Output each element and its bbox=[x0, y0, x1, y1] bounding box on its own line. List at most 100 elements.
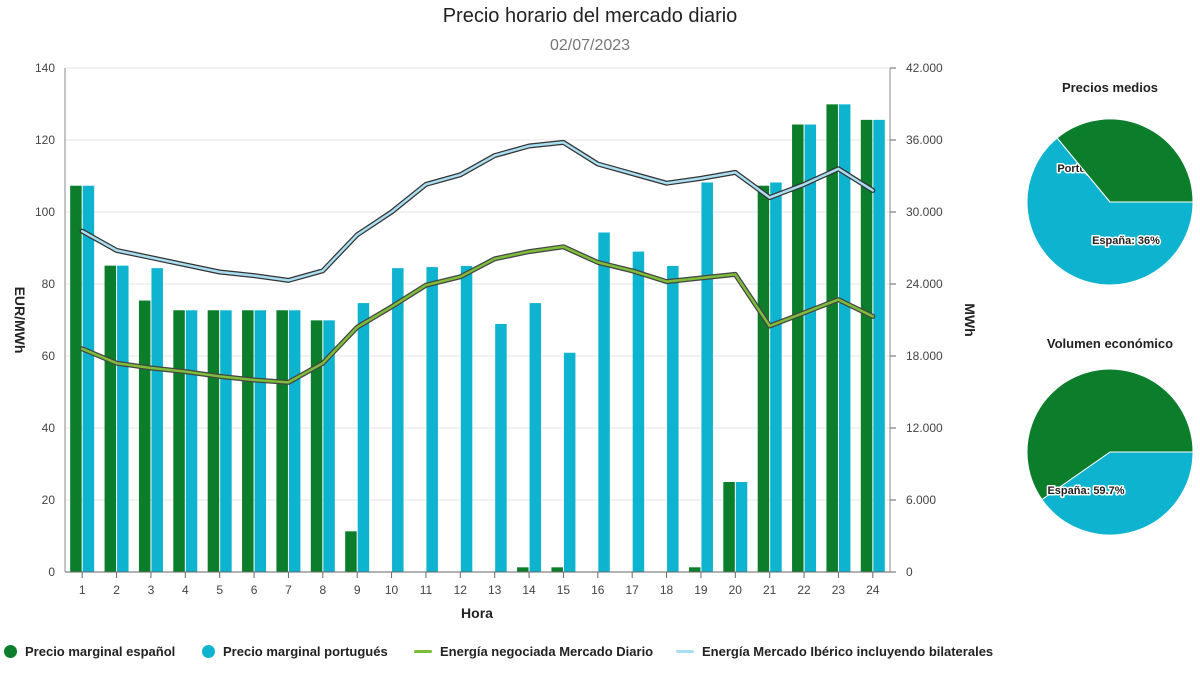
x-tick-label: 18 bbox=[660, 583, 674, 597]
x-axis-label: Hora bbox=[461, 605, 493, 621]
bar-precio-espanol bbox=[310, 320, 323, 572]
line-energia-mercado-diario bbox=[80, 245, 875, 384]
legend-item-energy-mi[interactable]: Energía Mercado Ibérico incluyendo bilat… bbox=[676, 644, 993, 659]
legend-marker-energy-mi bbox=[676, 650, 694, 653]
line-energia-mercado-iberico bbox=[80, 141, 875, 282]
bar-precio-espanol bbox=[757, 185, 770, 572]
x-tick-label: 12 bbox=[454, 583, 468, 597]
y-right-axis-label: MWh bbox=[962, 303, 978, 336]
bar-precio-portugues bbox=[426, 267, 438, 572]
x-tick-label: 8 bbox=[319, 583, 326, 597]
x-tick-label: 6 bbox=[251, 583, 258, 597]
y-left-tick-label: 20 bbox=[42, 493, 56, 507]
y-right-tick-label: 42.000 bbox=[906, 61, 943, 75]
chart-date: 02/07/2023 bbox=[550, 37, 630, 54]
pie-volumen-economico: Volumen económico Portugal: 40.3%España:… bbox=[1026, 336, 1194, 536]
legend-label-energy-md: Energía negociada Mercado Diario bbox=[440, 644, 654, 659]
legend-label-energy-mi: Energía Mercado Ibérico incluyendo bilat… bbox=[702, 644, 994, 659]
bar-precio-portugues bbox=[117, 265, 129, 572]
x-tick-label: 17 bbox=[626, 583, 640, 597]
x-tick-label: 19 bbox=[694, 583, 708, 597]
y-left-tick-label: 80 bbox=[42, 277, 56, 291]
y-right-tick-label: 24.000 bbox=[906, 277, 943, 291]
bar-precio-portugues bbox=[838, 104, 851, 573]
pie-slice-label: España: 59.7% bbox=[1047, 485, 1124, 497]
bar-precio-portugues bbox=[701, 182, 713, 573]
y-left-tick-label: 0 bbox=[48, 565, 55, 579]
pie-slice-label: España: 36% bbox=[1092, 235, 1160, 247]
x-tick-label: 1 bbox=[79, 583, 86, 597]
x-tick-label: 5 bbox=[216, 583, 223, 597]
bar-precio-espanol bbox=[242, 310, 254, 572]
legend-item-spain[interactable]: Precio marginal español bbox=[4, 644, 175, 659]
x-tick-label: 22 bbox=[797, 583, 811, 597]
bar-precio-portugues bbox=[495, 323, 507, 572]
y-left-tick-label: 60 bbox=[42, 349, 56, 363]
y-right-tick-label: 6.000 bbox=[906, 493, 936, 507]
y-left-axis-label: EUR/MWh bbox=[12, 287, 28, 354]
y-right-tick-label: 36.000 bbox=[906, 133, 943, 147]
bar-series bbox=[70, 104, 885, 573]
grid-lines bbox=[65, 67, 890, 501]
bar-precio-portugues bbox=[873, 119, 885, 572]
y-right-tick-label: 30.000 bbox=[906, 205, 943, 219]
x-tick-label: 9 bbox=[354, 583, 361, 597]
y-right-tick-label: 18.000 bbox=[906, 349, 943, 363]
bar-precio-espanol bbox=[792, 124, 804, 573]
bar-precio-espanol bbox=[207, 310, 220, 572]
legend-item-energy-md[interactable]: Energía negociada Mercado Diario bbox=[414, 644, 653, 659]
bar-precio-espanol bbox=[138, 300, 151, 572]
x-tick-label: 15 bbox=[557, 583, 571, 597]
y-left-tick-label: 40 bbox=[42, 421, 56, 435]
pie-title-precios-medios: Precios medios bbox=[1062, 80, 1158, 95]
bar-precio-portugues bbox=[288, 310, 301, 572]
x-tick-label: 21 bbox=[763, 583, 777, 597]
pie-title-volumen-economico: Volumen económico bbox=[1047, 336, 1173, 351]
bar-precio-portugues bbox=[392, 268, 404, 572]
x-tick-label: 13 bbox=[488, 583, 502, 597]
legend-item-portugal[interactable]: Precio marginal portugués bbox=[202, 644, 388, 659]
pie-slice bbox=[1041, 451, 1194, 536]
bar-precio-portugues bbox=[804, 124, 817, 573]
bar-precio-espanol bbox=[723, 482, 735, 572]
legend-marker-spain bbox=[4, 645, 17, 658]
bar-precio-portugues bbox=[598, 232, 610, 572]
line-series bbox=[79, 139, 876, 385]
bar-precio-portugues bbox=[770, 182, 782, 573]
bar-precio-portugues bbox=[460, 266, 473, 572]
x-tick-label: 2 bbox=[113, 583, 120, 597]
x-tick-label: 24 bbox=[866, 583, 880, 597]
bar-precio-espanol bbox=[860, 119, 873, 572]
bar-precio-espanol bbox=[70, 185, 82, 572]
x-tick-label: 7 bbox=[285, 583, 292, 597]
bar-precio-espanol bbox=[826, 104, 838, 573]
bar-precio-portugues bbox=[82, 185, 95, 572]
x-tick-label: 3 bbox=[148, 583, 155, 597]
y-left-tick-label: 120 bbox=[35, 133, 55, 147]
bar-precio-espanol bbox=[688, 567, 701, 572]
x-tick-label: 23 bbox=[832, 583, 846, 597]
bar-precio-portugues bbox=[151, 268, 163, 572]
bar-precio-portugues bbox=[254, 310, 267, 572]
bar-precio-espanol bbox=[551, 567, 563, 572]
bar-precio-portugues bbox=[220, 310, 232, 572]
x-tick-label: 20 bbox=[729, 583, 743, 597]
bar-precio-espanol bbox=[345, 531, 357, 572]
bar-precio-espanol bbox=[104, 265, 117, 572]
x-tick-label: 4 bbox=[182, 583, 189, 597]
bar-precio-portugues bbox=[357, 303, 370, 572]
y-right-tick-label: 0 bbox=[906, 565, 913, 579]
legend-marker-energy-md bbox=[414, 650, 432, 653]
y-left-tick-label: 100 bbox=[35, 205, 55, 219]
bar-precio-espanol bbox=[173, 310, 185, 572]
legend-label-portugal: Precio marginal portugués bbox=[223, 644, 388, 659]
y-left-tick-label: 140 bbox=[35, 61, 55, 75]
x-tick-label: 11 bbox=[420, 583, 433, 597]
bar-precio-portugues bbox=[563, 352, 576, 572]
x-tick-label: 16 bbox=[591, 583, 605, 597]
legend-marker-portugal bbox=[202, 645, 215, 658]
bar-precio-espanol bbox=[276, 310, 288, 572]
pie-slice bbox=[1026, 137, 1194, 286]
x-tick-label: 14 bbox=[522, 583, 536, 597]
